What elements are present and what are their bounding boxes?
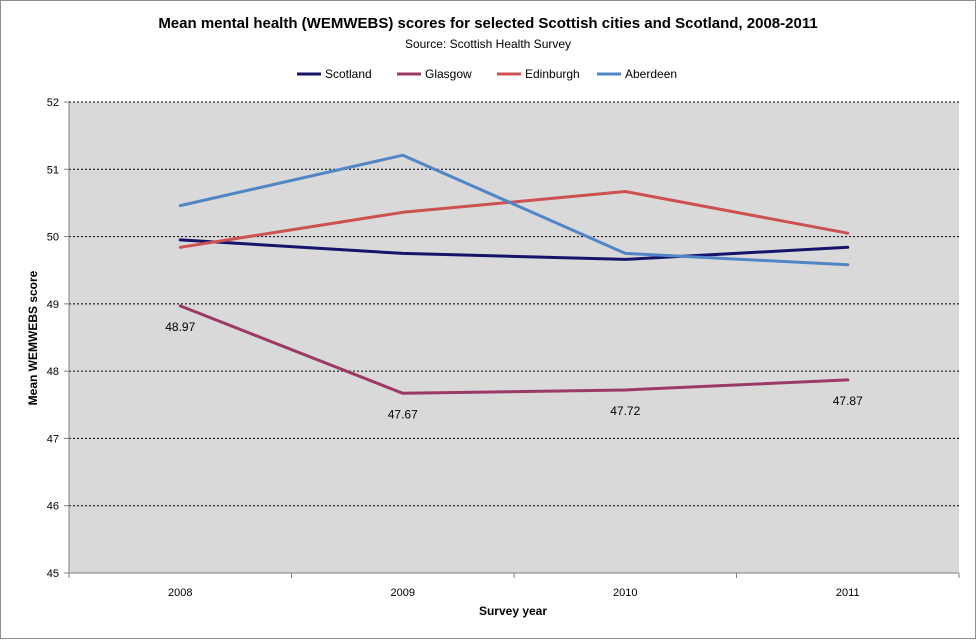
legend-item-scotland: Scotland <box>297 67 372 81</box>
data-label: 47.87 <box>833 394 863 408</box>
axes: 45 46 47 48 49 50 51 52 2008 2009 2010 2011 <box>47 97 960 599</box>
legend-item-edinburgh: Edinburgh <box>497 67 580 81</box>
y-tick-label: 47 <box>47 433 59 445</box>
data-label: 48.97 <box>165 320 195 334</box>
plot-area <box>69 102 959 573</box>
chart-subtitle: Source: Scottish Health Survey <box>405 37 571 51</box>
series-line-aberdeen <box>178 153 850 267</box>
legend-label: Glasgow <box>425 67 472 81</box>
data-label: 47.67 <box>388 407 418 421</box>
series-line-glasgow <box>178 304 850 395</box>
y-tick-label: 48 <box>47 366 59 378</box>
x-tick-label: 2011 <box>836 587 860 599</box>
x-tick-label: 2010 <box>613 587 637 599</box>
legend-label: Aberdeen <box>625 67 677 81</box>
y-tick-label: 49 <box>47 299 59 311</box>
y-tick-label: 50 <box>47 232 59 244</box>
y-tick-label: 52 <box>47 97 59 109</box>
legend-item-aberdeen: Aberdeen <box>597 67 677 81</box>
legend-label: Edinburgh <box>525 67 580 81</box>
chart-title: Mean mental health (WEMWEBS) scores for … <box>158 15 817 32</box>
x-axis-label: Survey year <box>479 604 547 618</box>
y-tick-label: 45 <box>47 568 59 580</box>
gridlines <box>69 101 959 507</box>
series-line-scotland <box>178 238 850 261</box>
legend-label: Scotland <box>325 67 372 81</box>
y-axis-label: Mean WEMWEBS score <box>26 270 40 405</box>
series-lines <box>178 153 850 395</box>
data-label: 47.72 <box>610 404 640 418</box>
legend-item-glasgow: Glasgow <box>397 67 472 81</box>
x-tick-label: 2009 <box>391 587 415 599</box>
y-tick-label: 46 <box>47 501 59 513</box>
legend: Scotland Glasgow Edinburgh Aberdeen <box>297 67 677 81</box>
data-labels: 48.97 47.67 47.72 47.87 <box>165 320 863 421</box>
y-tick-label: 51 <box>47 164 59 176</box>
x-tick-label: 2008 <box>168 587 192 599</box>
series-line-edinburgh <box>178 190 850 249</box>
